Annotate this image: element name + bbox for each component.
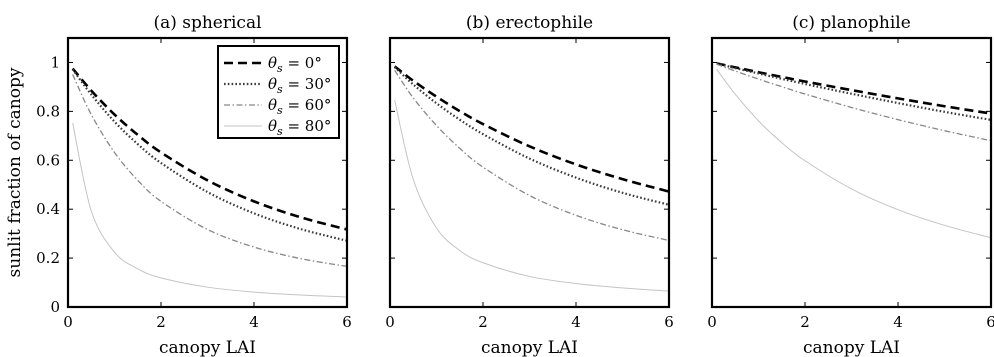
x-tick-label: 2: [156, 313, 166, 331]
x-axis-label: canopy LAI: [159, 338, 256, 357]
panel-title: (b) erectophile: [466, 13, 593, 33]
legend-label: θs = 30°: [268, 75, 331, 96]
x-axis-label: canopy LAI: [803, 338, 900, 357]
x-tick-label: 6: [342, 313, 352, 331]
series-line-1: [716, 62, 991, 115]
panel-1: (a) spherical 0 2 4 6 0 0.2 0.4 0.6 0.8 1 canopy LA…: [5, 13, 352, 357]
x-tick-label: 0: [707, 313, 717, 331]
legend-box: [217, 45, 340, 139]
series-line-4: [394, 100, 669, 292]
x-tick-label: 6: [664, 313, 674, 331]
axes-frame: [66, 36, 349, 309]
series-line-4: [716, 69, 991, 239]
series-group: [71, 67, 347, 298]
legend: θs = 0°θs = 30°θs = 60°θs = 80°: [217, 45, 340, 139]
y-tick-label: 0: [50, 298, 60, 316]
x-tick-label: 0: [63, 313, 73, 331]
x-tick-label: 0: [385, 313, 395, 331]
panel-2: (b) erectophile 0 2 4 6 canopy LAI: [385, 13, 674, 357]
x-tick-label: 2: [800, 313, 810, 331]
series-line-2: [71, 68, 347, 242]
axes-frame: [388, 36, 671, 309]
x-tick-label: 4: [249, 313, 259, 331]
series-line-3: [394, 69, 669, 242]
panel-title: (a) spherical: [153, 13, 261, 33]
y-tick-label: 0.8: [36, 102, 60, 120]
x-tick-label: 6: [986, 313, 994, 331]
x-tick-label: 2: [478, 313, 488, 331]
legend-label: θs = 60°: [268, 96, 331, 117]
y-axis-label: sunlit fraction of canopy: [5, 67, 25, 277]
y-tick-label: 0.2: [36, 249, 60, 267]
panel-3: (c) planophile 0 2 4 6 canopy LAI: [707, 13, 994, 357]
legend-label: θs = 80°: [268, 117, 331, 138]
y-tick-label: 0.4: [36, 200, 60, 218]
series-line-4: [72, 122, 347, 298]
x-tick-label: 4: [893, 313, 903, 331]
y-tick-label: 1: [50, 53, 60, 71]
series-group: [393, 65, 669, 292]
series-line-3: [716, 63, 991, 142]
y-tick-label: 0.6: [36, 151, 60, 169]
x-tick-label: 4: [571, 313, 581, 331]
panel-title: (c) planophile: [792, 13, 911, 33]
series-group: [716, 62, 991, 239]
axes-frame: [710, 36, 993, 309]
series-line-1: [393, 65, 669, 193]
x-axis-label: canopy LAI: [481, 338, 578, 357]
series-line-2: [393, 66, 669, 206]
legend-label: θs = 0°: [268, 54, 322, 75]
